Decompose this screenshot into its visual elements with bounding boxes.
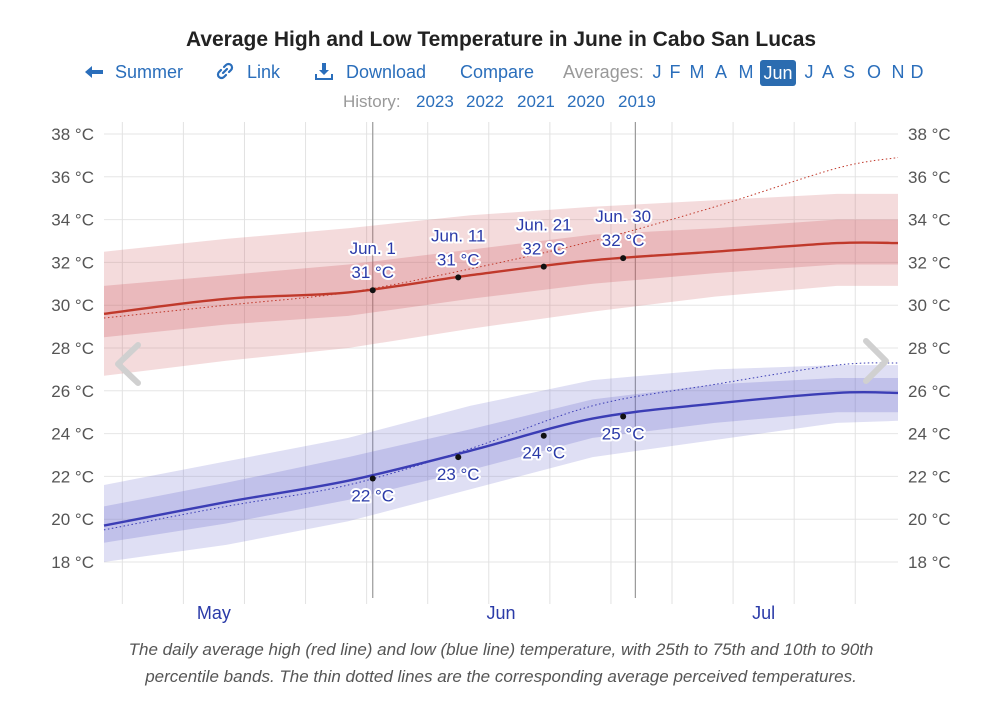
y-tick-label-right: 30 °C bbox=[908, 296, 951, 315]
y-tick-label-left: 36 °C bbox=[51, 168, 94, 187]
line-layer bbox=[103, 157, 899, 531]
high-annotation-date: Jun. 11 bbox=[431, 226, 486, 245]
y-tick-label-right: 24 °C bbox=[908, 425, 951, 444]
low-annotation-value: 24 °C bbox=[522, 444, 565, 463]
month-apr[interactable]: A bbox=[714, 62, 727, 82]
low-annotation-value: 25 °C bbox=[602, 424, 645, 443]
band-layer bbox=[104, 193, 898, 562]
caption-line-2: percentile bands. The thin dotted lines … bbox=[145, 667, 857, 686]
low-annotation-dot bbox=[540, 432, 547, 439]
nav-arrows bbox=[115, 338, 889, 386]
link-label: Link bbox=[247, 62, 281, 82]
y-tick-label-right: 32 °C bbox=[908, 253, 951, 272]
high-annotation-date: Jun. 1 bbox=[350, 239, 396, 258]
y-tick-label-right: 36 °C bbox=[908, 168, 951, 187]
y-tick-label-left: 30 °C bbox=[51, 296, 94, 315]
month-oct[interactable]: O bbox=[866, 62, 881, 82]
history-nav: History: 2023 2022 2021 2020 2019 bbox=[0, 92, 981, 112]
y-tick-label-left: 28 °C bbox=[51, 339, 94, 358]
link-button[interactable]: Link bbox=[216, 62, 280, 83]
label-layer: Jun. 1 31 °C Jun. 11 31 °C Jun. 21 32 °C Jun. … bbox=[348, 205, 653, 507]
history-year-2022[interactable]: 2022 bbox=[466, 92, 504, 111]
low-annotation-dot bbox=[369, 475, 376, 482]
high-average-line bbox=[103, 241, 899, 315]
history-year-2021[interactable]: 2021 bbox=[517, 92, 555, 111]
low-annotation-dot bbox=[620, 413, 627, 420]
month-dec[interactable]: D bbox=[910, 62, 924, 82]
x-tick-label: May bbox=[197, 603, 231, 623]
prev-arrow-icon[interactable] bbox=[115, 342, 141, 386]
high-annotation-dot bbox=[455, 274, 462, 281]
chart-title: Average High and Low Temperature in June… bbox=[185, 28, 817, 51]
chart-caption: The daily average high (red line) and lo… bbox=[0, 636, 981, 690]
high-annotation-date: Jun. 21 bbox=[516, 216, 572, 235]
y-tick-label-left: 38 °C bbox=[51, 125, 94, 144]
y-tick-label-right: 28 °C bbox=[908, 339, 951, 358]
low-annotation-value: 22 °C bbox=[351, 487, 394, 506]
y-tick-label-left: 22 °C bbox=[51, 467, 94, 486]
axis-layer: 18 °C 18 °C 20 °C 20 °C 22 °C 22 °C 24 °C 24 °C… bbox=[51, 125, 950, 623]
y-tick-label-right: 20 °C bbox=[908, 510, 951, 529]
month-aug[interactable]: A bbox=[821, 62, 834, 82]
link-icon bbox=[216, 62, 234, 80]
x-tick-label: Jun bbox=[486, 603, 515, 623]
download-icon bbox=[315, 63, 333, 80]
high-band-10-90 bbox=[104, 193, 898, 376]
low-annotation-value: 23 °C bbox=[437, 465, 480, 484]
download-button[interactable]: Download bbox=[315, 62, 426, 83]
low-annotation-dot bbox=[455, 454, 462, 461]
high-perceived-line bbox=[103, 157, 899, 319]
y-tick-label-left: 18 °C bbox=[51, 553, 94, 572]
high-annotation-value: 31 °C bbox=[351, 263, 394, 282]
high-annotation-value: 31 °C bbox=[437, 250, 480, 269]
y-tick-label-left: 32 °C bbox=[51, 253, 94, 272]
month-jul[interactable]: J bbox=[804, 62, 814, 82]
history-year-2020[interactable]: 2020 bbox=[567, 92, 605, 111]
y-tick-label-left: 20 °C bbox=[51, 510, 94, 529]
y-tick-label-left: 34 °C bbox=[51, 211, 94, 230]
month-jun-active[interactable]: Jun bbox=[760, 60, 796, 86]
download-label: Download bbox=[346, 62, 427, 82]
high-annotation-value: 32 °C bbox=[522, 240, 565, 259]
summary-link[interactable]: Summer bbox=[84, 62, 183, 83]
high-annotation-dot bbox=[369, 287, 376, 294]
x-tick-label: Jul bbox=[752, 603, 775, 623]
history-label: History: bbox=[343, 92, 401, 111]
history-year-2019[interactable]: 2019 bbox=[618, 92, 656, 111]
high-band-25-75 bbox=[104, 219, 898, 338]
month-jan[interactable]: J bbox=[652, 62, 662, 82]
month-nov[interactable]: N bbox=[891, 62, 905, 82]
y-tick-label-right: 38 °C bbox=[908, 125, 951, 144]
chart-nav: Summer Link Download Compare Averages: J… bbox=[0, 60, 981, 86]
y-tick-label-right: 22 °C bbox=[908, 467, 951, 486]
caption-line-1: The daily average high (red line) and lo… bbox=[128, 640, 874, 659]
compare-link[interactable]: Compare bbox=[460, 62, 535, 82]
high-annotation-dot bbox=[540, 263, 547, 270]
y-tick-label-right: 26 °C bbox=[908, 382, 951, 401]
averages-label: Averages: bbox=[563, 62, 644, 82]
y-tick-label-right: 34 °C bbox=[908, 211, 951, 230]
low-band-25-75 bbox=[104, 378, 898, 543]
arrow-left-icon bbox=[85, 66, 103, 78]
summary-label: Summer bbox=[115, 62, 184, 82]
month-may[interactable]: M bbox=[738, 62, 754, 82]
low-band-10-90 bbox=[104, 365, 898, 562]
y-tick-label-left: 24 °C bbox=[51, 425, 94, 444]
next-arrow-icon[interactable] bbox=[863, 338, 889, 384]
high-annotation-value: 32 °C bbox=[602, 231, 645, 250]
month-feb[interactable]: F bbox=[669, 62, 681, 82]
month-mar[interactable]: M bbox=[689, 62, 705, 82]
high-annotation-date: Jun. 30 bbox=[595, 207, 651, 226]
history-year-2023[interactable]: 2023 bbox=[416, 92, 454, 111]
low-average-line bbox=[103, 390, 899, 527]
y-tick-label-right: 18 °C bbox=[908, 553, 951, 572]
month-sep[interactable]: S bbox=[842, 62, 855, 82]
grid-layer bbox=[104, 122, 898, 604]
temperature-chart: Jun. 1 31 °C Jun. 11 31 °C Jun. 21 32 °C Jun. … bbox=[51, 122, 951, 623]
y-tick-label-left: 26 °C bbox=[51, 382, 94, 401]
high-annotation-dot bbox=[620, 255, 627, 262]
